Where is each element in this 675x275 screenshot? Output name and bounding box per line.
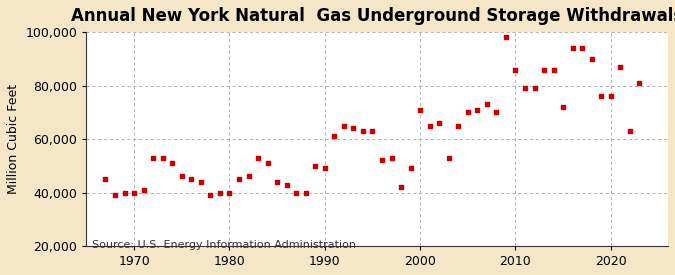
Point [310,164,321,168]
Point [472,108,483,112]
Point [548,67,559,72]
Point [358,129,369,133]
Point [291,190,302,195]
Point [577,46,588,50]
Point [262,161,273,165]
Point [205,193,216,197]
Point [100,177,111,181]
Point [300,190,311,195]
Point [319,166,330,171]
Point [138,188,149,192]
Title: Annual New York Natural  Gas Underground Storage Withdrawals: Annual New York Natural Gas Underground … [71,7,675,25]
Point [348,126,359,131]
Point [338,123,349,128]
Point [434,121,445,125]
Point [414,108,425,112]
Point [567,46,578,50]
Point [234,177,244,181]
Point [539,67,549,72]
Point [329,134,340,139]
Point [558,105,568,109]
Point [425,123,435,128]
Point [443,156,454,160]
Point [167,161,178,165]
Point [634,81,645,85]
Point [386,156,397,160]
Point [453,123,464,128]
Point [224,190,235,195]
Point [243,174,254,179]
Point [148,156,159,160]
Point [405,166,416,171]
Point [252,156,263,160]
Point [396,185,406,189]
Point [624,129,635,133]
Point [157,156,168,160]
Point [605,94,616,98]
Point [587,57,597,61]
Point [501,35,512,40]
Point [481,102,492,106]
Text: Source: U.S. Energy Information Administration: Source: U.S. Energy Information Administ… [92,240,356,250]
Point [520,86,531,90]
Y-axis label: Million Cubic Feet: Million Cubic Feet [7,84,20,194]
Point [272,180,283,184]
Point [462,110,473,114]
Point [596,94,607,98]
Point [281,182,292,187]
Point [196,180,207,184]
Point [491,110,502,114]
Point [176,174,187,179]
Point [129,190,140,195]
Point [119,190,130,195]
Point [367,129,378,133]
Point [510,67,521,72]
Point [615,65,626,69]
Point [186,177,196,181]
Point [529,86,540,90]
Point [109,193,120,197]
Point [215,190,225,195]
Point [377,158,387,163]
